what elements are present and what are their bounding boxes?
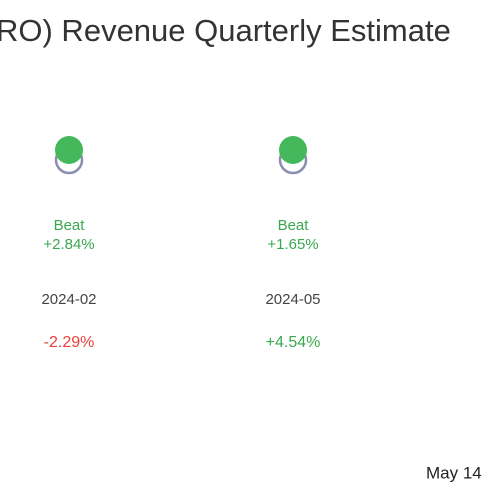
actual-marker	[55, 136, 83, 164]
change-label: -2.29%	[44, 334, 95, 351]
footer-date: May 14	[426, 463, 482, 482]
result-label: Beat	[278, 217, 310, 234]
period-label: 2024-02	[41, 291, 96, 308]
change-label: +4.54%	[266, 334, 321, 351]
surprise-label: +1.65%	[267, 236, 318, 253]
period-label: 2024-05	[265, 291, 320, 308]
surprise-label: +2.84%	[43, 236, 94, 253]
actual-marker	[279, 136, 307, 164]
result-label: Beat	[54, 217, 86, 234]
title: RO) Revenue Quarterly Estimate	[0, 13, 451, 48]
